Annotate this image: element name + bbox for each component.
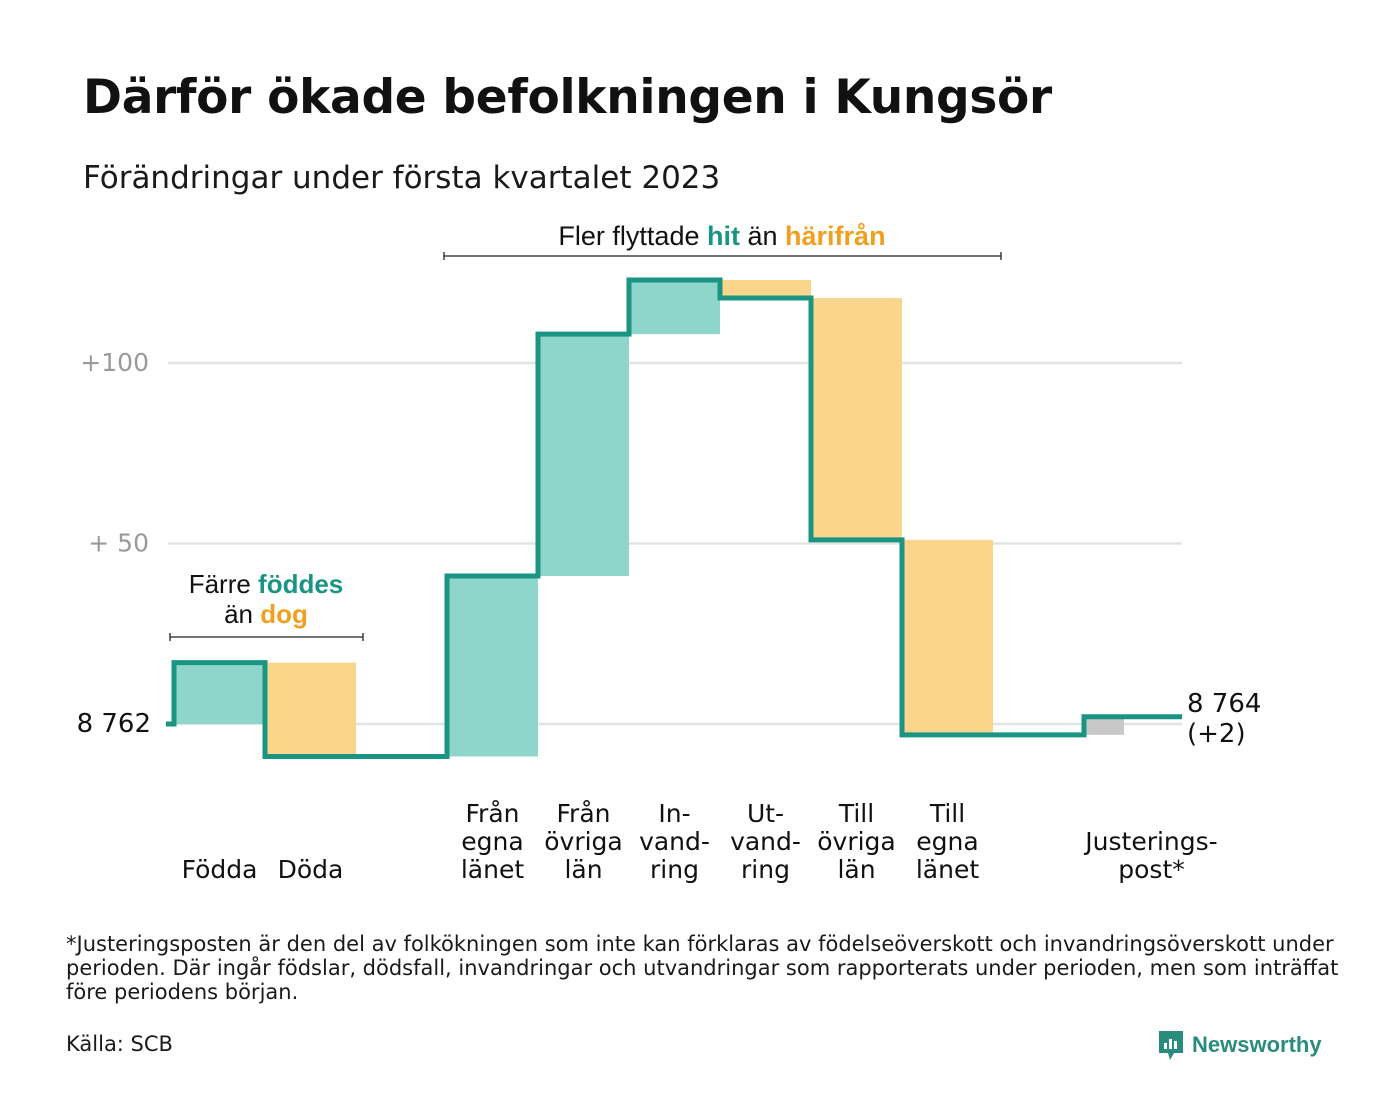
footnote: *Justeringsposten är den del av folkökni…: [66, 932, 1339, 1004]
category-label-utvandring: vand-: [730, 827, 801, 856]
newsworthy-logo-icon: [1159, 1031, 1183, 1060]
category-label-till-egna-lanet: länet: [916, 855, 979, 884]
annotation-births: Färre föddes: [189, 569, 344, 599]
end-value-label: 8 764: [1187, 689, 1261, 719]
newsworthy-logo: Newsworthy: [1158, 1028, 1322, 1062]
page-title: Därför ökade befolkningen i Kungsör: [83, 70, 1052, 125]
bar-fodda: [176, 662, 265, 724]
category-label-fran-ovriga-lan: Från: [556, 799, 610, 828]
category-label-fran-egna-lanet: egna: [461, 827, 523, 856]
bar-doda: [267, 662, 356, 757]
bar-till-ovriga-lan: [813, 298, 902, 540]
category-label-till-ovriga-lan: Till: [838, 799, 874, 828]
category-label-doda: Döda: [278, 855, 344, 884]
bar-till-egna-lanet: [904, 539, 993, 735]
bar-utvandring: [722, 279, 811, 299]
bar-invandring: [631, 279, 720, 335]
source-label: Källa: SCB: [66, 1032, 173, 1056]
cumulative-step-line: [166, 277, 1182, 759]
category-label-justeringspost: post*: [1118, 855, 1185, 884]
category-label-invandring: In-: [658, 799, 690, 828]
category-label-invandring: vand-: [639, 827, 710, 856]
category-label-invandring: ring: [650, 855, 699, 884]
category-label-justeringspost: Justerings-: [1083, 827, 1217, 856]
births-bracket: [169, 633, 364, 641]
y-tick-label: + 50: [88, 529, 149, 558]
category-label-till-egna-lanet: Till: [929, 799, 965, 828]
annotation-births: än dog: [224, 599, 308, 629]
bar-fran-ovriga-lan: [540, 334, 629, 576]
y-tick-label: +100: [80, 348, 149, 377]
category-label-till-ovriga-lan: län: [837, 855, 875, 884]
logo-text: Newsworthy: [1192, 1032, 1322, 1057]
category-label-fran-ovriga-lan: övriga: [544, 827, 623, 856]
annotation-migration: Fler flyttade hit än härifrån: [558, 221, 885, 251]
bar-justeringspost: [1086, 716, 1124, 735]
category-label-fodda: Födda: [182, 855, 258, 884]
migration-bracket: [443, 252, 1002, 260]
category-label-utvandring: ring: [741, 855, 790, 884]
category-label-till-ovriga-lan: övriga: [817, 827, 896, 856]
category-label-till-egna-lanet: egna: [916, 827, 978, 856]
category-label-fran-ovriga-lan: län: [564, 855, 602, 884]
page-subtitle: Förändringar under första kvartalet 2023: [83, 160, 721, 196]
start-value-label: 8 762: [77, 709, 151, 739]
bar-fran-egna-lanet: [449, 575, 538, 757]
category-label-utvandring: Ut-: [747, 799, 784, 828]
category-label-fran-egna-lanet: Från: [465, 799, 519, 828]
category-label-fran-egna-lanet: länet: [461, 855, 524, 884]
end-change-label: (+2): [1187, 719, 1246, 749]
